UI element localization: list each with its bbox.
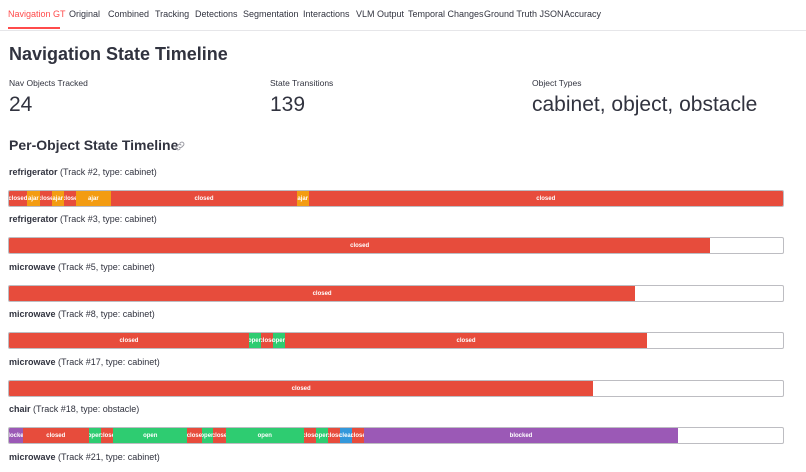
state-segment-open[interactable]: open [316,428,328,443]
object-name: microwave [9,357,56,367]
state-timeline-bar: blockedclosedopencloseopencloseopenclose… [8,427,784,444]
object-label: refrigerator (Track #3, type: cabinet) [9,214,157,224]
tab-bar: Navigation GT Original Combined Tracking… [0,0,806,31]
page-title: Navigation State Timeline [9,44,228,64]
state-segment-ajar[interactable]: ajar [296,191,309,206]
state-segment-open[interactable]: open [88,428,102,443]
object-label: chair (Track #18, type: obstacle) [9,404,139,414]
metric-value-nav-objects: 24 [9,93,33,116]
object-name: microwave [9,309,56,319]
state-segment-open[interactable]: open [248,333,262,348]
object-meta: (Track #3, type: cabinet) [60,214,157,224]
tab-vlm-output[interactable]: VLM Output [356,9,405,19]
state-segment-closed[interactable]: closed [9,381,594,396]
link-icon[interactable] [174,140,186,152]
tab-combined[interactable]: Combined [108,9,150,19]
state-segment-ajar[interactable]: ajar [51,191,64,206]
state-segment-closed[interactable]: close [351,428,365,443]
object-name: refrigerator [9,214,58,224]
state-segment-closed[interactable]: close [213,428,226,443]
tab-detections[interactable]: Detections [195,9,238,19]
state-timeline-bar: closed [8,237,784,254]
object-label: refrigerator (Track #2, type: cabinet) [9,167,157,177]
tab-navigation-gt[interactable]: Navigation GT [8,9,66,19]
tab-interactions[interactable]: Interactions [303,9,350,19]
state-timeline-bar: closed [8,285,784,302]
tab-segmentation[interactable]: Segmentation [243,9,299,19]
state-segment-blocked[interactable]: blocked [9,428,23,443]
state-segment-ajar[interactable]: ajar [75,191,112,206]
section-title: Per-Object State Timeline [9,137,179,153]
state-segment-open[interactable]: open [272,333,286,348]
active-tab-indicator [8,27,60,29]
state-segment-closed[interactable]: closed [111,191,297,206]
state-segment-ajar[interactable]: ajar [26,191,40,206]
state-segment-closed[interactable]: close [303,428,317,443]
object-name: chair [9,404,31,414]
state-segment-closed[interactable]: close [39,191,52,206]
state-segment-closed[interactable]: close [187,428,202,443]
state-timeline-bar: closedajarcloseajarcloseajarclosedajarcl… [8,190,784,207]
object-meta: (Track #5, type: cabinet) [58,262,155,272]
tab-accuracy[interactable]: Accuracy [564,9,602,19]
state-segment-open[interactable]: open [113,428,187,443]
metric-label-object-types: Object Types [532,78,582,88]
tab-ground-truth-json[interactable]: Ground Truth JSON [484,9,564,19]
state-segment-closed[interactable]: closed [9,286,636,301]
tab-original[interactable]: Original [69,9,101,19]
state-timeline-bar: closedopencloseopenclosed [8,332,784,349]
state-segment-closed[interactable]: closed [308,191,783,206]
state-segment-open[interactable]: open [201,428,214,443]
state-segment-clear[interactable]: clear [340,428,352,443]
object-name: microwave [9,262,56,272]
state-segment-closed[interactable]: closed [9,238,711,253]
object-meta: (Track #2, type: cabinet) [60,167,157,177]
state-timeline-bar: closed [8,380,784,397]
metric-value-object-types: cabinet, object, obstacle [532,93,758,116]
object-label: microwave (Track #21, type: cabinet) [9,452,160,462]
metric-value-state-transitions: 139 [270,93,306,116]
object-meta: (Track #8, type: cabinet) [58,309,155,319]
state-segment-blocked[interactable]: blocked [364,428,678,443]
state-segment-closed[interactable]: close [261,333,273,348]
object-name: microwave [9,452,56,462]
state-segment-closed[interactable]: closed [285,333,647,348]
state-segment-closed[interactable]: close [101,428,114,443]
tab-tracking[interactable]: Tracking [155,9,190,19]
object-meta: (Track #17, type: cabinet) [58,357,160,367]
object-meta: (Track #21, type: cabinet) [58,452,160,462]
object-label: microwave (Track #8, type: cabinet) [9,309,155,319]
state-segment-closed[interactable]: closed [22,428,89,443]
state-segment-closed[interactable]: closed [9,333,249,348]
object-name: refrigerator [9,167,58,177]
object-label: microwave (Track #17, type: cabinet) [9,357,160,367]
object-meta: (Track #18, type: obstacle) [33,404,140,414]
tab-temporal-changes[interactable]: Temporal Changes [408,9,484,19]
state-segment-closed[interactable]: close [63,191,76,206]
metric-label-nav-objects: Nav Objects Tracked [9,78,88,88]
state-segment-closed[interactable]: close [327,428,341,443]
object-label: microwave (Track #5, type: cabinet) [9,262,155,272]
metric-label-state-transitions: State Transitions [270,78,334,88]
state-segment-open[interactable]: open [225,428,304,443]
state-segment-closed[interactable]: closed [9,191,27,206]
